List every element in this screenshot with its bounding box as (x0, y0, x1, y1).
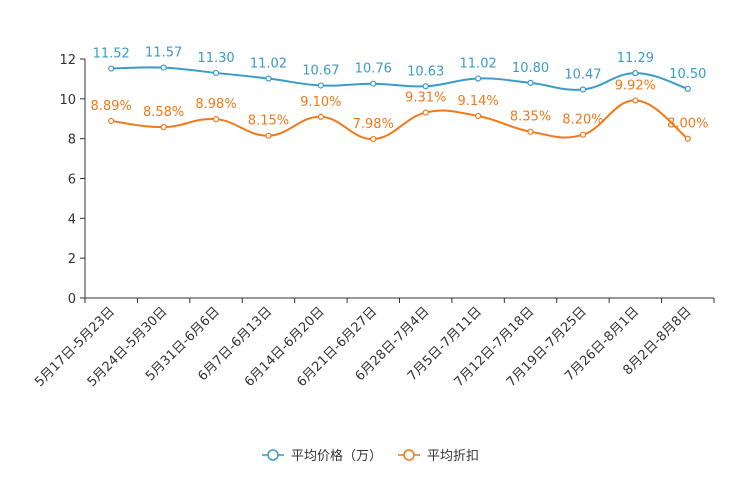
series-1-point (579, 86, 587, 93)
y-tick-label: 2 (68, 252, 76, 267)
series-1-data-label: 11.29 (617, 51, 654, 66)
series-2-point (579, 131, 587, 138)
legend-swatch-marker (403, 449, 415, 461)
y-tick-label: 10 (59, 93, 76, 108)
series-1-point (632, 70, 639, 77)
series-2-data-label: 9.31% (405, 91, 446, 106)
series-1-point (108, 65, 115, 72)
series-2-data-label: 8.15% (248, 114, 289, 129)
series-2-data-label: 8.58% (143, 105, 184, 120)
y-tick-label: 4 (68, 212, 76, 227)
series-2-data-label: 7.98% (353, 117, 394, 132)
series-2-point (475, 112, 482, 120)
series-1-data-label: 10.80 (512, 61, 549, 76)
series-2-data-label: 9.10% (300, 95, 341, 110)
series-1-point (475, 75, 482, 82)
series-2-data-label: 9.92% (615, 78, 656, 93)
series-line-1 (111, 66, 689, 91)
series-2-point (212, 116, 220, 123)
series-2-point (632, 97, 639, 104)
series-2-point (684, 135, 691, 142)
y-tick-label: 6 (68, 173, 76, 188)
series-1-data-label: 10.67 (302, 63, 339, 78)
legend-label: 平均价格（万） (291, 448, 382, 464)
series-2-data-label: 9.14% (457, 94, 498, 109)
series-1-point (212, 69, 220, 77)
y-tick-label: 12 (59, 53, 76, 68)
series-1-point (265, 75, 272, 82)
series-1-point (317, 82, 324, 89)
series-2-data-label: 8.00% (667, 117, 708, 132)
series-1-data-label: 10.63 (407, 64, 444, 79)
series-2-data-label: 8.89% (91, 99, 132, 114)
series-2-data-label: 8.35% (510, 110, 551, 125)
series-2-point (160, 124, 167, 131)
series-2-point (527, 128, 534, 135)
series-2-point (108, 117, 115, 125)
series-2-data-label: 8.20% (562, 113, 603, 128)
series-2-point (265, 132, 272, 139)
series-1-data-label: 11.30 (197, 51, 234, 66)
y-tick-label: 0 (68, 292, 76, 307)
series-1-data-label: 11.02 (250, 57, 287, 72)
legend-label: 平均折扣 (427, 449, 479, 464)
series-1-data-label: 10.47 (564, 67, 601, 82)
legend-swatch-marker (267, 449, 279, 461)
series-2-point (422, 109, 429, 116)
series-1-data-label: 10.76 (355, 62, 392, 77)
series-2-point (370, 135, 377, 143)
series-1-point (527, 79, 534, 87)
series-1-point (422, 83, 429, 90)
y-tick-label: 8 (68, 133, 76, 148)
series-1-point (684, 85, 691, 92)
series-1-point (370, 80, 377, 87)
series-1-data-label: 11.52 (93, 47, 130, 62)
series-1-data-label: 11.02 (460, 57, 497, 72)
series-2-data-label: 8.98% (195, 97, 236, 112)
series-1-data-label: 11.57 (145, 46, 182, 61)
series-2-point (317, 113, 324, 120)
series-1-data-label: 10.50 (669, 67, 706, 82)
series-1-point (160, 64, 167, 71)
